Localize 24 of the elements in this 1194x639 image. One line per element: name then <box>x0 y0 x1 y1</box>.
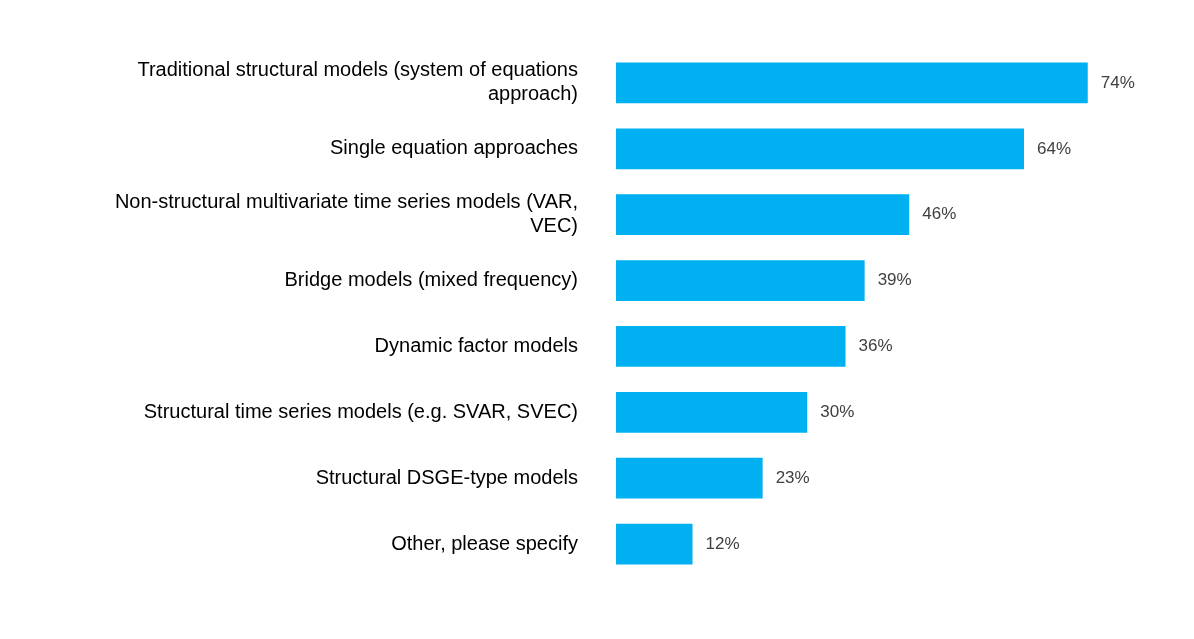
bar <box>616 194 910 236</box>
bar <box>616 128 1024 170</box>
data-label: 36% <box>858 336 893 356</box>
y-tick-label: Bridge models (mixed frequency) <box>284 268 578 291</box>
y-tick-label: Other, please specify <box>391 531 578 554</box>
y-tick-label: Non-structural multivariate time series models (VAR, VEC) <box>114 190 578 237</box>
y-tick-label: Single equation approaches <box>330 136 578 159</box>
bar <box>616 457 763 499</box>
y-tick-label: Structural DSGE-type models <box>315 465 578 488</box>
bar <box>616 391 808 433</box>
y-tick-label: Dynamic factor models <box>374 333 578 356</box>
data-label: 12% <box>705 533 740 553</box>
data-label: 74% <box>1100 72 1135 92</box>
y-tick-label: Structural time series models (e.g. SVAR, SVEC) <box>143 399 578 422</box>
data-label: 39% <box>877 270 912 290</box>
bar <box>616 62 1088 104</box>
bar <box>616 523 693 565</box>
bar <box>616 326 846 367</box>
y-tick-label: Traditional structural models (system of equations approach) <box>137 58 578 105</box>
bar <box>616 260 865 301</box>
data-label: 23% <box>775 467 810 487</box>
data-label: 64% <box>1037 138 1072 158</box>
data-label: 46% <box>922 204 957 224</box>
data-label: 30% <box>820 402 855 421</box>
